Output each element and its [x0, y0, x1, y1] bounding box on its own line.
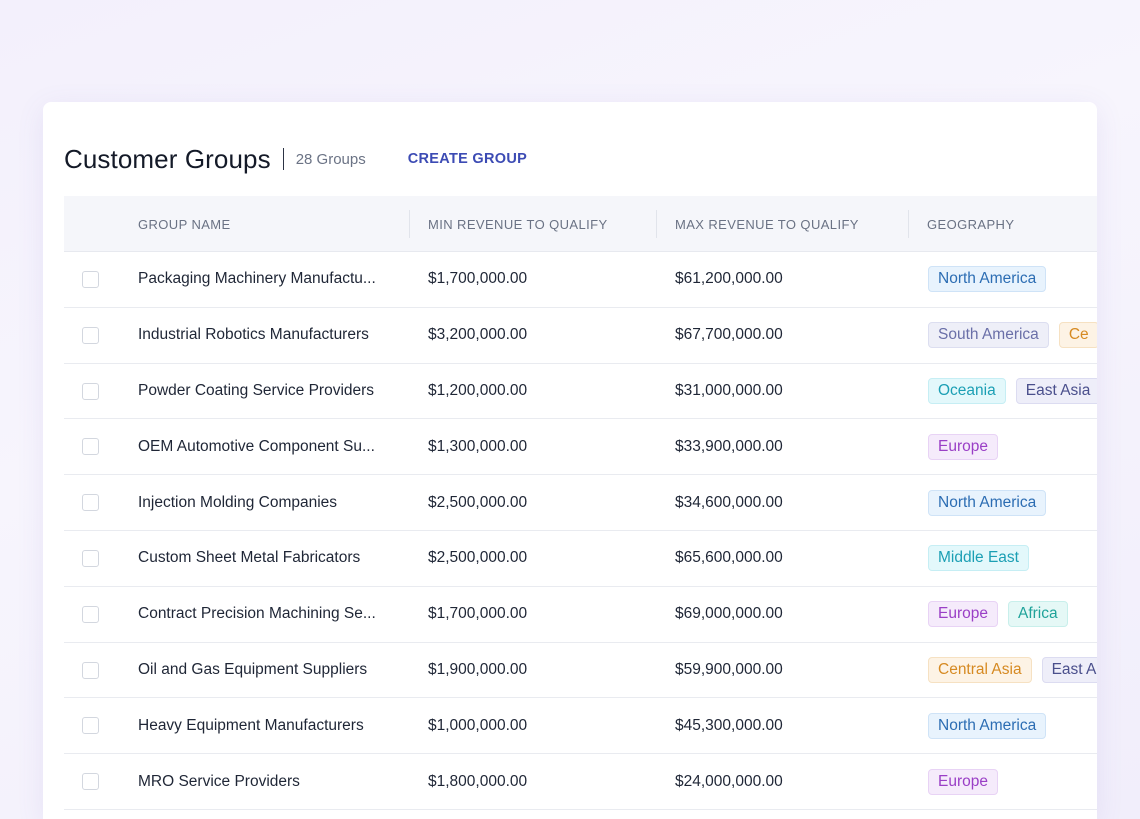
table-row[interactable]: Injection Molding Companies $2,500,000.00…: [64, 475, 1097, 531]
group-name-cell: OEM Automotive Component Su...: [138, 437, 375, 455]
geography-tag: East A: [1041, 656, 1097, 683]
group-name-cell: Oil and Gas Equipment Suppliers: [138, 660, 368, 678]
min-revenue-cell: $1,200,000.00: [428, 381, 528, 399]
column-divider: [908, 210, 909, 238]
max-revenue-cell: $61,200,000.00: [675, 270, 783, 288]
column-header-group-name[interactable]: GROUP NAME: [138, 216, 231, 232]
table-row[interactable]: Packaging Machinery Manufactu... $1,700,0…: [64, 252, 1097, 308]
table-row[interactable]: OEM Automotive Component Su... $1,300,000…: [64, 419, 1097, 476]
customer-groups-card: Customer Groups 28 Groups CREATE GROUP G…: [43, 102, 1097, 819]
geography-tag: Europe: [928, 433, 998, 460]
group-count: 28 Groups: [295, 150, 366, 168]
max-revenue-cell: $34,600,000.00: [675, 493, 783, 511]
column-divider: [409, 210, 410, 238]
geography-cell: Middle East: [928, 531, 1029, 586]
row-checkbox[interactable]: [82, 605, 99, 623]
row-checkbox[interactable]: [82, 549, 99, 567]
table-row[interactable]: MRO Service Providers $1,800,000.00 $24,00…: [64, 754, 1097, 810]
row-checkbox[interactable]: [82, 438, 99, 456]
geography-tag: South America: [928, 322, 1049, 349]
page-title: Customer Groups: [64, 143, 271, 174]
geography-tag: Africa: [1007, 601, 1068, 628]
column-header-min-revenue[interactable]: MIN REVENUE TO QUALIFY: [428, 216, 608, 232]
row-checkbox[interactable]: [82, 661, 99, 679]
row-checkbox[interactable]: [82, 382, 99, 400]
group-name-cell: Custom Sheet Metal Fabricators: [138, 549, 361, 567]
row-checkbox[interactable]: [82, 494, 99, 512]
min-revenue-cell: $3,200,000.00: [428, 326, 528, 344]
table-row[interactable]: Powder Coating Service Providers $1,200,0…: [64, 364, 1097, 420]
group-name-cell: Powder Coating Service Providers: [138, 381, 375, 399]
max-revenue-cell: $69,000,000.00: [675, 605, 783, 623]
group-name-cell: Contract Precision Machining Se...: [138, 605, 376, 623]
geography-cell: North America: [928, 698, 1047, 753]
geography-cell: North America: [928, 475, 1047, 530]
max-revenue-cell: $24,000,000.00: [675, 772, 783, 790]
row-checkbox[interactable]: [82, 326, 99, 344]
column-header-geography[interactable]: GEOGRAPHY: [927, 216, 1015, 232]
geography-cell: South America Ce: [928, 308, 1097, 363]
geography-tag: Central Asia: [928, 656, 1032, 683]
max-revenue-cell: $59,900,000.00: [675, 660, 783, 678]
min-revenue-cell: $1,000,000.00: [428, 716, 528, 734]
group-name-cell: Heavy Equipment Manufacturers: [138, 716, 364, 734]
geography-tag: North America: [928, 712, 1047, 739]
min-revenue-cell: $1,700,000.00: [428, 605, 528, 623]
geography-cell: Oceania East Asia: [928, 364, 1097, 419]
geography-tag: Middle East: [928, 545, 1029, 572]
min-revenue-cell: $2,500,000.00: [428, 493, 528, 511]
table-row[interactable]: Heavy Equipment Manufacturers $1,000,000.…: [64, 698, 1097, 755]
geography-cell: North America: [928, 252, 1047, 307]
column-divider: [656, 210, 657, 238]
geography-tag: East Asia: [1015, 377, 1097, 404]
geography-cell: Central Asia East A: [928, 643, 1097, 698]
group-name-cell: Packaging Machinery Manufactu...: [138, 270, 376, 288]
group-name-cell: Industrial Robotics Manufacturers: [138, 326, 369, 344]
geography-tag: North America: [928, 266, 1047, 293]
geography-tag: Europe: [928, 601, 998, 628]
min-revenue-cell: $1,900,000.00: [428, 660, 528, 678]
max-revenue-cell: $65,600,000.00: [675, 549, 783, 567]
geography-cell: Europe: [928, 754, 998, 809]
max-revenue-cell: $33,900,000.00: [675, 437, 783, 455]
geography-tag: Ce: [1058, 322, 1097, 349]
title-divider: [282, 148, 284, 170]
table-row[interactable]: Industrial Robotics Manufacturers $3,200,…: [64, 308, 1097, 364]
column-header-max-revenue[interactable]: MAX REVENUE TO QUALIFY: [675, 216, 859, 232]
geography-cell: Europe Africa: [928, 587, 1068, 642]
create-group-button[interactable]: CREATE GROUP: [407, 151, 528, 167]
min-revenue-cell: $1,300,000.00: [428, 437, 528, 455]
row-checkbox[interactable]: [82, 271, 99, 288]
table-row[interactable]: Oil and Gas Equipment Suppliers $1,900,00…: [64, 643, 1097, 699]
max-revenue-cell: $31,000,000.00: [675, 381, 783, 399]
min-revenue-cell: $1,700,000.00: [428, 270, 528, 288]
table-row[interactable]: Contract Precision Machining Se... $1,700…: [64, 587, 1097, 643]
min-revenue-cell: $1,800,000.00: [428, 772, 528, 790]
group-name-cell: MRO Service Providers: [138, 772, 300, 790]
geography-tag: North America: [928, 489, 1047, 516]
table-row[interactable]: Custom Sheet Metal Fabricators $2,500,000…: [64, 531, 1097, 587]
geography-cell: Europe: [928, 419, 998, 474]
max-revenue-cell: $67,700,000.00: [675, 326, 783, 344]
row-checkbox[interactable]: [82, 717, 99, 735]
table-header: GROUP NAME MIN REVENUE TO QUALIFY MAX RE…: [64, 196, 1097, 252]
page-header: Customer Groups 28 Groups CREATE GROUP: [64, 142, 527, 176]
row-checkbox[interactable]: [82, 773, 99, 791]
min-revenue-cell: $2,500,000.00: [428, 549, 528, 567]
group-name-cell: Injection Molding Companies: [138, 493, 338, 511]
geography-tag: Europe: [928, 768, 998, 795]
geography-tag: Oceania: [928, 377, 1006, 404]
max-revenue-cell: $45,300,000.00: [675, 716, 783, 734]
table-body: Packaging Machinery Manufactu... $1,700,0…: [64, 252, 1097, 810]
